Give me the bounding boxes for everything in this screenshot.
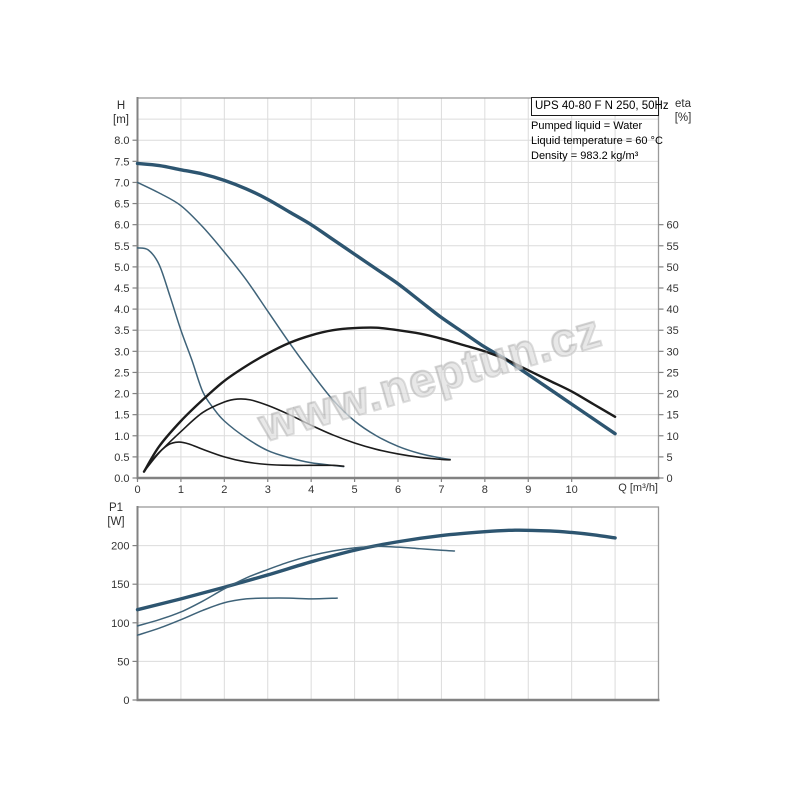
curve-p1-speed-2 <box>136 545 456 627</box>
curve-h-q-speed-3 <box>135 161 617 436</box>
y-left-tick-label: 3.5 <box>114 325 129 337</box>
y-left-tick-label: 0 <box>123 695 129 707</box>
y-left-tick-label: 6.5 <box>114 199 129 211</box>
y-left-tick-label: 7.5 <box>114 156 129 168</box>
y-left-tick-label: 100 <box>111 618 129 630</box>
y-right-tick-label: 55 <box>667 241 679 253</box>
curve-h-q-speed-1 <box>136 247 345 468</box>
y-right-tick-label: 45 <box>667 283 679 295</box>
h-axis-title-line1: H <box>116 100 126 112</box>
h-axis-title-line2: [m] <box>113 114 129 126</box>
x-tick-label: 3 <box>265 484 271 496</box>
eta-axis-title-line1: eta <box>675 98 691 110</box>
y-right-tick-label: 50 <box>667 262 679 274</box>
y-right-tick-label: 15 <box>667 410 679 422</box>
x-tick-label: 7 <box>438 484 444 496</box>
h-axis-title: H [m] <box>104 99 138 127</box>
curve-p1-speed-1 <box>136 597 338 636</box>
y-left-tick-label: 150 <box>111 579 129 591</box>
x-tick-label: 5 <box>352 484 358 496</box>
y-left-tick-label: 4.0 <box>114 304 129 316</box>
x-tick-label: 4 <box>308 484 314 496</box>
y-right-tick-label: 40 <box>667 304 679 316</box>
y-right-tick-label: 0 <box>667 473 673 485</box>
x-tick-label: 8 <box>482 484 488 496</box>
y-right-tick-label: 25 <box>667 367 679 379</box>
eta-axis-title: eta [%] <box>666 97 700 125</box>
pump-info-lines: Pumped liquid = Water Liquid temperature… <box>531 119 663 164</box>
info-line-density: Density = 983.2 kg/m³ <box>531 150 639 162</box>
info-line-temperature: Liquid temperature = 60 °C <box>531 135 663 147</box>
x-tick-label: 2 <box>221 484 227 496</box>
y-right-tick-label: 20 <box>667 389 679 401</box>
y-left-tick-label: 50 <box>117 656 129 668</box>
curve-h-q-speed-2 <box>136 181 451 461</box>
y-left-tick-label: 200 <box>111 541 129 553</box>
y-right-tick-label: 30 <box>667 346 679 358</box>
q-axis-title: Q [m³/h] <box>618 482 658 494</box>
y-left-tick-label: 5.0 <box>114 262 129 274</box>
p1-axis-title-line1: P1 <box>108 502 124 514</box>
x-tick-label: 1 <box>178 484 184 496</box>
y-left-tick-label: 4.5 <box>114 283 129 295</box>
y-left-tick-label: 5.5 <box>114 241 129 253</box>
y-left-tick-label: 6.0 <box>114 220 129 232</box>
curve-eta-speed-3 <box>142 326 617 473</box>
info-panel: UPS 40-80 F N 250, 50Hz Pumped liquid = … <box>531 97 669 164</box>
y-right-tick-label: 60 <box>667 220 679 232</box>
y-right-tick-label: 10 <box>667 431 679 443</box>
info-line-pumped-liquid: Pumped liquid = Water <box>531 120 643 132</box>
pump-model-title: UPS 40-80 F N 250, 50Hz <box>531 97 669 116</box>
y-left-tick-label: 1.0 <box>114 431 129 443</box>
x-tick-label: 6 <box>395 484 401 496</box>
curve-eta-speed-2 <box>143 398 451 473</box>
y-left-tick-label: 3.0 <box>114 346 129 358</box>
y-left-tick-label: 7.0 <box>114 177 129 189</box>
p1-axis-title: P1 [W] <box>98 501 134 529</box>
p1-axis-title-line2: [W] <box>107 516 125 528</box>
y-left-tick-label: 2.5 <box>114 367 129 379</box>
x-tick-label: 0 <box>134 484 140 496</box>
y-right-tick-label: 5 <box>667 452 673 464</box>
eta-axis-title-line2: [%] <box>674 112 692 124</box>
y-left-tick-label: 8.0 <box>114 135 129 147</box>
x-tick-label: 10 <box>566 484 578 496</box>
y-left-tick-label: 0.0 <box>114 473 129 485</box>
y-left-tick-label: 1.5 <box>114 410 129 422</box>
x-tick-label: 9 <box>525 484 531 496</box>
y-left-tick-label: 0.5 <box>114 452 129 464</box>
curve-eta-speed-1 <box>143 441 345 473</box>
y-left-tick-label: 2.0 <box>114 389 129 401</box>
y-right-tick-label: 35 <box>667 325 679 337</box>
